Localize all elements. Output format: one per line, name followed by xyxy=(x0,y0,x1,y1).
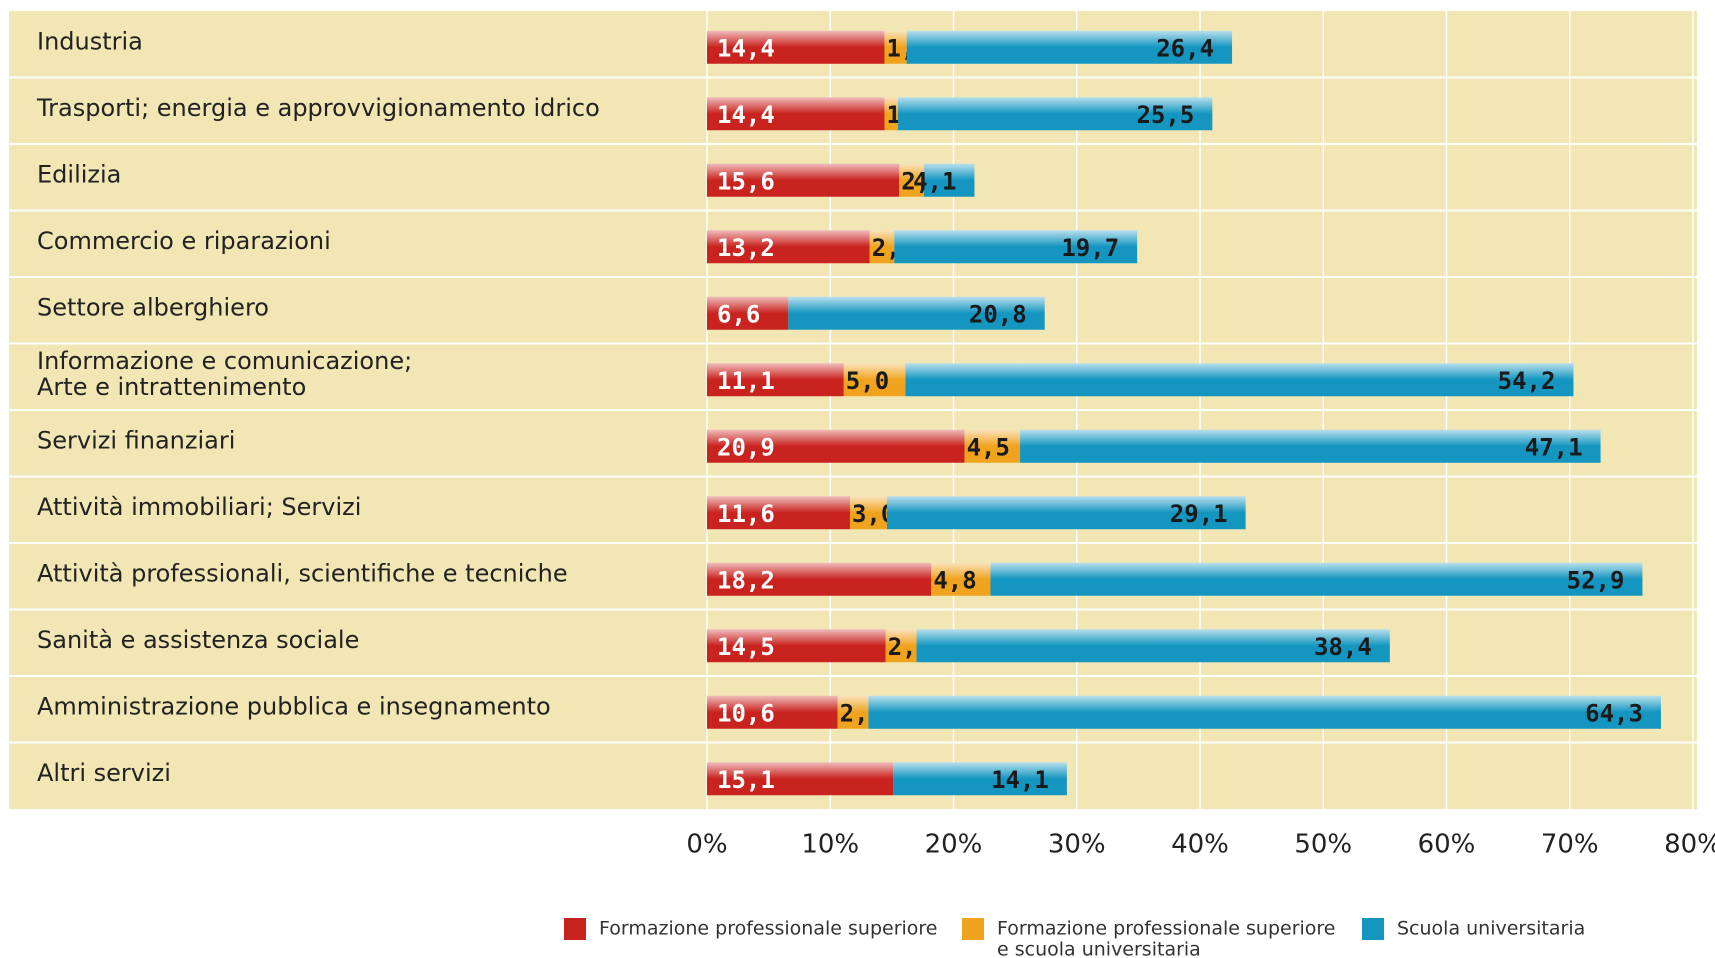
bar-segment xyxy=(707,97,885,131)
value-label: 52,9 xyxy=(1567,566,1625,594)
value-label: 15,6 xyxy=(717,167,775,195)
bar-segment xyxy=(869,230,895,264)
value-label: 38,4 xyxy=(1314,633,1372,661)
value-label: 4,5 xyxy=(967,433,1010,461)
value-label: 26,4 xyxy=(1156,34,1214,62)
value-label: 64,3 xyxy=(1585,699,1643,727)
bar-segment xyxy=(707,762,894,796)
bar-segment xyxy=(893,762,1067,796)
legend-label: Formazione professionale superiore xyxy=(599,918,938,940)
bar-segment xyxy=(964,429,1021,463)
value-label: 19,7 xyxy=(1061,234,1119,262)
x-tick-label: 30% xyxy=(1048,830,1106,860)
bar-segment xyxy=(707,230,870,264)
x-tick-label: 70% xyxy=(1541,830,1599,860)
category-label: Amministrazione pubblica e insegnamento xyxy=(37,692,551,720)
value-label: 4,1 xyxy=(913,167,956,195)
value-label: 20,8 xyxy=(969,300,1027,328)
category-label: Servizi finanziari xyxy=(37,426,235,454)
category-label: Attività immobiliari; Servizi xyxy=(37,493,361,521)
legend-swatch xyxy=(1362,918,1384,940)
legend-swatch xyxy=(564,918,586,940)
value-label: 25,5 xyxy=(1137,101,1195,129)
bar-segment xyxy=(923,163,975,197)
x-tick-label: 0% xyxy=(686,830,727,860)
bar-segment xyxy=(886,496,1246,530)
bar-segment xyxy=(707,429,965,463)
bar-segment xyxy=(1020,429,1601,463)
bar-segment xyxy=(885,629,917,663)
legend-swatch xyxy=(962,918,984,940)
value-label: 14,4 xyxy=(717,101,775,129)
bar-segment xyxy=(905,363,1574,397)
value-label: 14,5 xyxy=(717,633,775,661)
value-label: 20,9 xyxy=(717,433,775,461)
x-tick-label: 80% xyxy=(1664,830,1715,860)
bar-segment xyxy=(906,30,1233,64)
legend-label: Scuola universitaria xyxy=(1397,918,1585,940)
bar-segment xyxy=(916,629,1390,663)
value-label: 15,1 xyxy=(717,766,775,794)
bar-segment xyxy=(849,496,887,530)
bar-segment xyxy=(990,562,1643,596)
bar-segment xyxy=(707,562,932,596)
x-tick-label: 10% xyxy=(801,830,859,860)
bar-segment xyxy=(898,97,1213,131)
value-label: 11,1 xyxy=(717,367,775,395)
bar-segment xyxy=(707,695,838,729)
bar-segment xyxy=(843,363,906,397)
bar-segment xyxy=(707,163,900,197)
value-label: 11,6 xyxy=(717,500,775,528)
value-label: 54,2 xyxy=(1498,367,1556,395)
category-label: Attività professionali, scientifiche e t… xyxy=(37,559,568,587)
x-tick-label: 40% xyxy=(1171,830,1229,860)
category-label: Trasporti; energia e approvvigionamento … xyxy=(36,94,600,122)
x-tick-label: 20% xyxy=(925,830,983,860)
value-label: 18,2 xyxy=(717,566,775,594)
bar-segment xyxy=(707,496,850,530)
value-label: 47,1 xyxy=(1525,433,1583,461)
x-tick-label: 50% xyxy=(1294,830,1352,860)
legend-label: Formazione professionale superiore e scuo… xyxy=(997,917,1336,958)
bar-segment xyxy=(894,230,1138,264)
bar-segment xyxy=(707,30,885,64)
value-label: 6,6 xyxy=(717,300,760,328)
value-label: 10,6 xyxy=(717,699,775,727)
bar-segment xyxy=(884,97,899,131)
bar-segment xyxy=(837,695,869,729)
value-label: 29,1 xyxy=(1170,500,1228,528)
bar-segment xyxy=(707,363,844,397)
bar-segment xyxy=(707,296,789,330)
category-label: Altri servizi xyxy=(37,759,171,787)
bar-segment xyxy=(899,163,924,197)
category-label: Settore alberghiero xyxy=(37,293,269,321)
category-label: Edilizia xyxy=(37,160,121,188)
bar-segment xyxy=(868,695,1661,729)
value-label: 14,1 xyxy=(991,766,1049,794)
category-label: Sanità e assistenza sociale xyxy=(37,626,359,654)
bar-segment xyxy=(707,629,886,663)
category-label: Industria xyxy=(37,27,143,55)
value-label: 13,2 xyxy=(717,234,775,262)
category-label: Informazione e comunicazione; Arte e intr… xyxy=(37,347,412,401)
bar-segment xyxy=(931,562,991,596)
x-tick-label: 60% xyxy=(1418,830,1476,860)
bar-segment xyxy=(788,296,1045,330)
category-label: Commercio e riparazioni xyxy=(37,227,331,255)
value-label: 5,0 xyxy=(846,367,889,395)
bar-segment xyxy=(884,30,907,64)
value-label: 14,4 xyxy=(717,34,775,62)
value-label: 4,8 xyxy=(933,566,976,594)
